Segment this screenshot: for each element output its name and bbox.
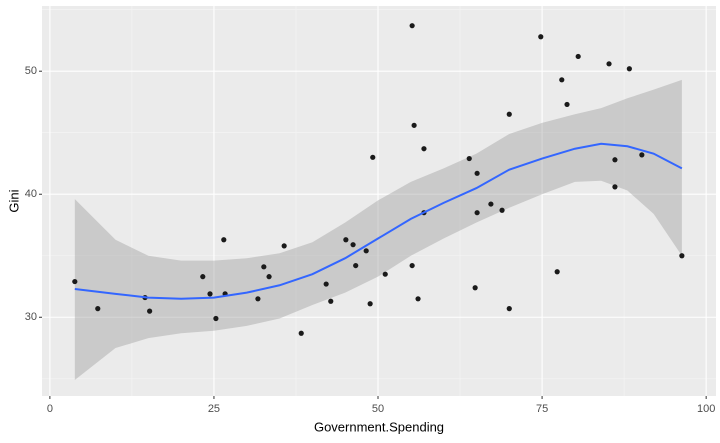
point bbox=[606, 61, 612, 67]
y-tick-label: 40 bbox=[25, 188, 37, 200]
point bbox=[639, 152, 645, 158]
point bbox=[559, 77, 565, 83]
y-axis-title: Gini bbox=[6, 189, 21, 212]
point bbox=[474, 170, 480, 176]
point bbox=[575, 53, 581, 60]
point bbox=[353, 262, 359, 269]
point bbox=[612, 184, 618, 190]
x-tick-label: 50 bbox=[372, 403, 384, 415]
point bbox=[415, 296, 421, 302]
y-tick-label: 50 bbox=[25, 65, 37, 77]
point bbox=[564, 101, 570, 108]
point bbox=[488, 201, 494, 207]
x-tick-label: 25 bbox=[208, 403, 220, 415]
point bbox=[472, 285, 478, 291]
point bbox=[363, 248, 369, 254]
point bbox=[612, 157, 618, 163]
point bbox=[298, 330, 304, 336]
point bbox=[370, 154, 376, 160]
point bbox=[367, 301, 373, 307]
point bbox=[506, 306, 512, 312]
point bbox=[328, 298, 334, 304]
smooth-line bbox=[74, 142, 683, 300]
x-tick-label: 75 bbox=[536, 403, 548, 415]
x-tick-label: 100 bbox=[697, 403, 715, 415]
point bbox=[221, 237, 227, 243]
point bbox=[72, 278, 78, 285]
y-tick-label: 30 bbox=[25, 311, 37, 323]
point bbox=[281, 243, 287, 249]
point bbox=[350, 242, 356, 248]
point bbox=[679, 253, 685, 259]
point bbox=[213, 315, 219, 322]
point bbox=[147, 308, 153, 314]
point bbox=[261, 264, 267, 270]
point bbox=[626, 66, 632, 72]
confidence-band bbox=[74, 79, 682, 381]
point bbox=[255, 296, 261, 302]
x-axis-title: Government.Spending bbox=[314, 419, 444, 434]
point bbox=[266, 274, 272, 280]
point bbox=[538, 34, 544, 40]
point bbox=[421, 146, 427, 152]
point bbox=[409, 262, 415, 269]
x-tick-label: 0 bbox=[47, 403, 53, 415]
point bbox=[207, 291, 213, 297]
point bbox=[466, 155, 472, 162]
point bbox=[474, 210, 480, 216]
point bbox=[554, 269, 560, 275]
point bbox=[343, 237, 349, 243]
point bbox=[323, 281, 329, 287]
point bbox=[499, 207, 505, 213]
point bbox=[506, 111, 512, 117]
point bbox=[411, 122, 417, 128]
point bbox=[409, 23, 415, 29]
point bbox=[95, 306, 101, 312]
point bbox=[200, 274, 206, 280]
point bbox=[382, 271, 388, 277]
